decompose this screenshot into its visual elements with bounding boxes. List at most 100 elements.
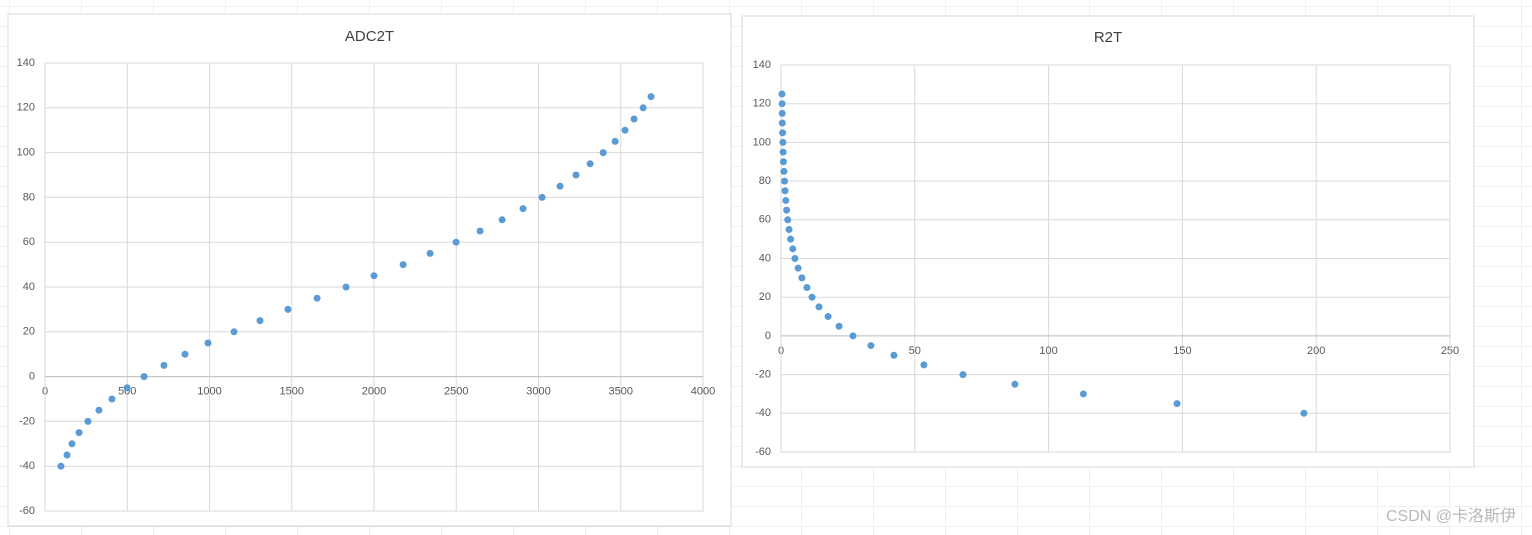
y-tick-label: -60 bbox=[19, 505, 35, 517]
watermark: CSDN @卡洛斯伊 bbox=[1386, 507, 1516, 525]
x-tick-label: 150 bbox=[1173, 345, 1191, 357]
y-tick-label: 20 bbox=[23, 326, 35, 338]
point bbox=[639, 104, 647, 112]
x-tick-label: 1500 bbox=[280, 386, 304, 398]
y-tick-label: 120 bbox=[17, 102, 35, 114]
y-tick-label: -60 bbox=[755, 446, 771, 458]
point bbox=[781, 187, 789, 195]
point bbox=[835, 322, 843, 330]
x-tick-label: 200 bbox=[1307, 345, 1325, 357]
x-tick-label: 100 bbox=[1039, 345, 1057, 357]
point bbox=[1300, 409, 1308, 417]
point bbox=[780, 167, 788, 175]
point bbox=[230, 328, 238, 336]
point bbox=[621, 126, 629, 134]
y-tick-label: 20 bbox=[759, 291, 771, 303]
point bbox=[586, 160, 594, 168]
point bbox=[808, 293, 816, 301]
point bbox=[647, 93, 655, 101]
plot-border bbox=[780, 64, 1451, 453]
y-tick-label: 140 bbox=[753, 59, 771, 71]
x-tick-label: 1000 bbox=[197, 386, 221, 398]
point bbox=[778, 119, 786, 127]
point bbox=[798, 274, 806, 282]
point bbox=[75, 429, 83, 437]
x-tick-label: 3000 bbox=[526, 386, 550, 398]
x-tick-label: 2500 bbox=[444, 386, 468, 398]
point bbox=[779, 148, 787, 156]
y-tick-label: 40 bbox=[23, 281, 35, 293]
point bbox=[794, 264, 802, 272]
point bbox=[256, 317, 264, 325]
point bbox=[611, 137, 619, 145]
point bbox=[426, 249, 434, 257]
point bbox=[123, 384, 131, 392]
point bbox=[779, 138, 787, 146]
point bbox=[556, 182, 564, 190]
y-tick-label: 0 bbox=[29, 371, 35, 383]
y-tick-label: -20 bbox=[755, 369, 771, 381]
chart-title: ADC2T bbox=[345, 28, 394, 45]
point bbox=[1079, 390, 1087, 398]
point bbox=[204, 339, 212, 347]
point bbox=[630, 115, 638, 123]
point bbox=[1173, 400, 1181, 408]
chart-area bbox=[7, 13, 732, 527]
point bbox=[959, 371, 967, 379]
point bbox=[849, 332, 857, 340]
point bbox=[824, 313, 832, 321]
point bbox=[780, 177, 788, 185]
y-tick-label: 80 bbox=[759, 175, 771, 187]
point bbox=[63, 451, 71, 459]
point bbox=[140, 373, 148, 381]
y-tick-label: 120 bbox=[753, 98, 771, 110]
y-tick-label: 40 bbox=[759, 252, 771, 264]
point bbox=[890, 351, 898, 359]
point bbox=[57, 462, 65, 470]
point bbox=[95, 406, 103, 414]
point bbox=[313, 294, 321, 302]
x-tick-label: 500 bbox=[118, 386, 136, 398]
point bbox=[782, 196, 790, 204]
point bbox=[538, 193, 546, 201]
point bbox=[787, 235, 795, 243]
point bbox=[68, 440, 76, 448]
point bbox=[399, 261, 407, 269]
y-tick-label: 60 bbox=[23, 236, 35, 248]
point bbox=[342, 283, 350, 291]
point bbox=[160, 361, 168, 369]
chart-area bbox=[741, 15, 1475, 468]
point bbox=[108, 395, 116, 403]
point bbox=[476, 227, 484, 235]
y-tick-label: 140 bbox=[17, 57, 35, 69]
point bbox=[778, 109, 786, 117]
x-tick-label: 50 bbox=[909, 345, 921, 357]
y-tick-label: 80 bbox=[23, 191, 35, 203]
point bbox=[1011, 380, 1019, 388]
y-tick-label: 0 bbox=[765, 330, 771, 342]
point bbox=[519, 205, 527, 213]
y-tick-label: 60 bbox=[759, 214, 771, 226]
point bbox=[599, 149, 607, 157]
point bbox=[867, 342, 875, 350]
point bbox=[791, 255, 799, 262]
point bbox=[84, 417, 92, 425]
point bbox=[785, 225, 793, 233]
point bbox=[181, 350, 189, 358]
point bbox=[815, 303, 823, 311]
point bbox=[284, 305, 292, 313]
point bbox=[783, 206, 791, 214]
y-tick-label: 100 bbox=[17, 147, 35, 159]
point bbox=[778, 90, 786, 98]
x-tick-label: 3500 bbox=[609, 386, 633, 398]
point bbox=[779, 129, 787, 137]
y-tick-label: -40 bbox=[755, 407, 771, 419]
point bbox=[452, 238, 460, 246]
point bbox=[779, 158, 787, 166]
point bbox=[784, 216, 792, 224]
y-tick-label: 100 bbox=[753, 136, 771, 148]
point bbox=[789, 245, 797, 253]
point bbox=[370, 272, 378, 280]
x-tick-label: 2000 bbox=[362, 386, 386, 398]
